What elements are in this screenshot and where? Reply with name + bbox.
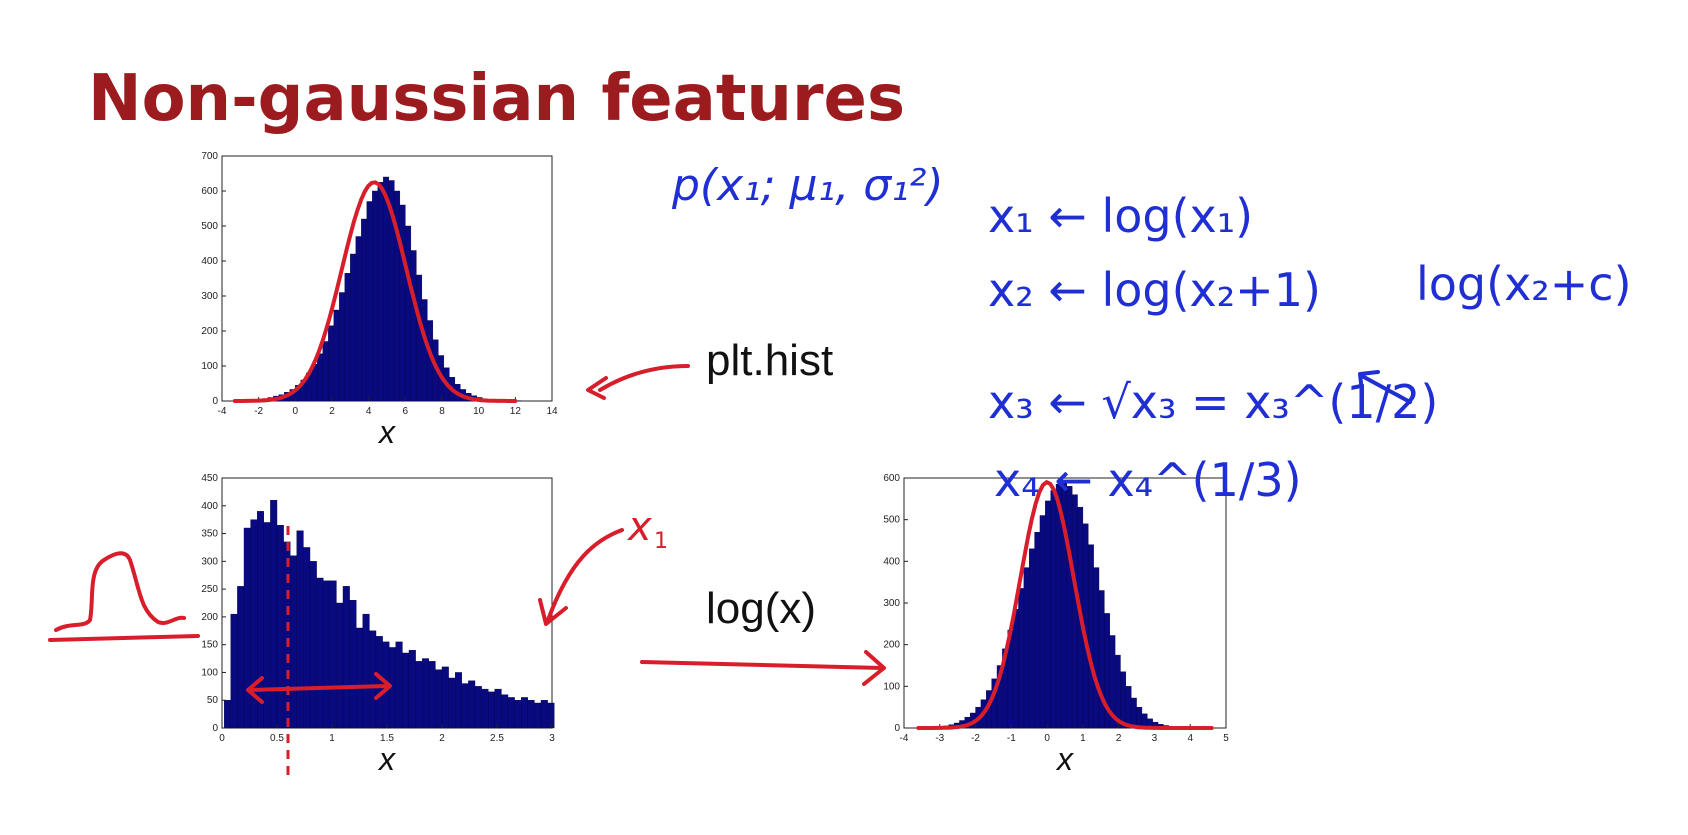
x-tick-label: 0 [293,406,299,417]
log-arrow [640,660,884,670]
histogram-skewed: 0 0.5 1 1.5 2 2.5 3 0 50 100 150 200 250 300 350 400 450… [201,473,555,772]
transform-x1: x₁ ← log(x₁) [988,189,1253,243]
x-tick-label: 0 [1044,733,1050,744]
y-tick-label: 100 [883,681,900,692]
spread-arrow [248,684,390,692]
x-tick-label: 1.5 [380,733,394,744]
histogram-transformed: -4 -3 -2 -1 0 1 2 3 4 5 0 100 200 300 400 500 600 x [883,473,1229,772]
y-tick-label: 100 [201,667,218,678]
y-tick-label: 100 [201,361,218,372]
red-arrow-plt-hist-head [586,376,608,400]
y-tick-label: 250 [201,584,218,595]
fitted-curve [232,180,518,403]
y-tick-label: 200 [201,612,218,623]
x-tick-label: 6 [403,406,409,417]
y-tick-label: 600 [201,186,218,197]
gaussian-formula: p(x₁; μ₁, σ₁²) [671,160,944,211]
x-tick-label: 3 [549,733,555,744]
y-tick-label: 450 [201,473,218,484]
y-tick-label: 0 [212,723,218,734]
x-tick-label: -3 [935,733,944,744]
x-tick-label: 2.5 [490,733,504,744]
x-tick-label: 10 [473,406,485,417]
y-tick-label: 350 [201,529,218,540]
y-tick-label: 0 [212,396,218,407]
x-axis-label: x [377,414,396,450]
x-tick-label: -1 [1007,733,1016,744]
blue-arrow-x3-head [1358,370,1380,394]
y-tick-label: 300 [201,291,218,302]
x-tick-label: 8 [439,406,445,417]
x-tick-label: 2 [439,733,445,744]
y-tick-label: 50 [207,695,219,706]
y-tick-label: 400 [883,556,900,567]
y-tick-label: 150 [201,640,218,651]
y-tick-label: 700 [201,151,218,162]
histogram-bar [547,702,555,729]
x-tick-label: 2 [1116,733,1122,744]
log-x-label: log(x) [706,584,817,633]
x-axis-label: x [1055,741,1074,772]
slide-title: Non-gaussian features [88,62,906,136]
transform-x2-c: log(x₂+c) [1416,257,1632,311]
y-tick-label: 600 [883,473,900,484]
x-tick-label: -4 [218,406,227,417]
y-tick-label: 200 [201,326,218,337]
x-tick-label: -4 [900,733,909,744]
red-arrow-x1-head [538,598,568,626]
y-tick-label: 200 [883,640,900,651]
spread-arrow-right-head [374,672,392,700]
y-tick-label: 400 [201,501,218,512]
x-tick-label: 1 [1080,733,1086,744]
log-arrow-head [862,650,886,686]
x-tick-label: 2 [329,406,335,417]
x-tick-label: 5 [1223,733,1229,744]
bump-baseline [48,634,200,642]
x-tick-label: 4 [366,406,372,417]
transform-x4: x₄ ← x₄^(1/3) [994,453,1302,507]
spread-arrow-left-head [246,676,264,704]
plt-hist-label: plt.hist [706,336,834,385]
y-tick-label: 500 [201,221,218,232]
x-tick-label: 14 [546,406,558,417]
y-tick-label: 300 [201,556,218,567]
transform-x3: x₃ ← √x₃ = x₃^(1/2) [988,375,1438,429]
x-tick-label: 0 [219,733,225,744]
y-tick-label: 0 [894,723,900,734]
fitted-curve [916,479,1214,730]
transform-x2: x₂ ← log(x₂+1) [988,263,1321,317]
blue-arrow-x3 [1360,374,1412,404]
x-tick-label: -2 [971,733,980,744]
x-axis-label: x [377,741,396,772]
x-tick-label: 0.5 [270,733,284,744]
x-tick-label: 4 [1187,733,1193,744]
y-tick-label: 300 [883,598,900,609]
red-arrow-plt-hist [598,364,690,392]
x-tick-label: 3 [1152,733,1158,744]
x1-subscript: 1 [654,529,668,554]
x1-handwritten: x [626,504,652,550]
y-tick-label: 500 [883,515,900,526]
bump-sketch [54,551,186,632]
histogram-top: -4 -2 0 2 4 6 8 10 12 14 0 100 200 300 400 500 600 700 x [201,151,558,450]
x-tick-label: 12 [510,406,522,417]
x-tick-label: 1 [329,733,335,744]
y-tick-label: 400 [201,256,218,267]
red-arrow-x1 [546,528,624,622]
x-tick-label: -2 [254,406,263,417]
